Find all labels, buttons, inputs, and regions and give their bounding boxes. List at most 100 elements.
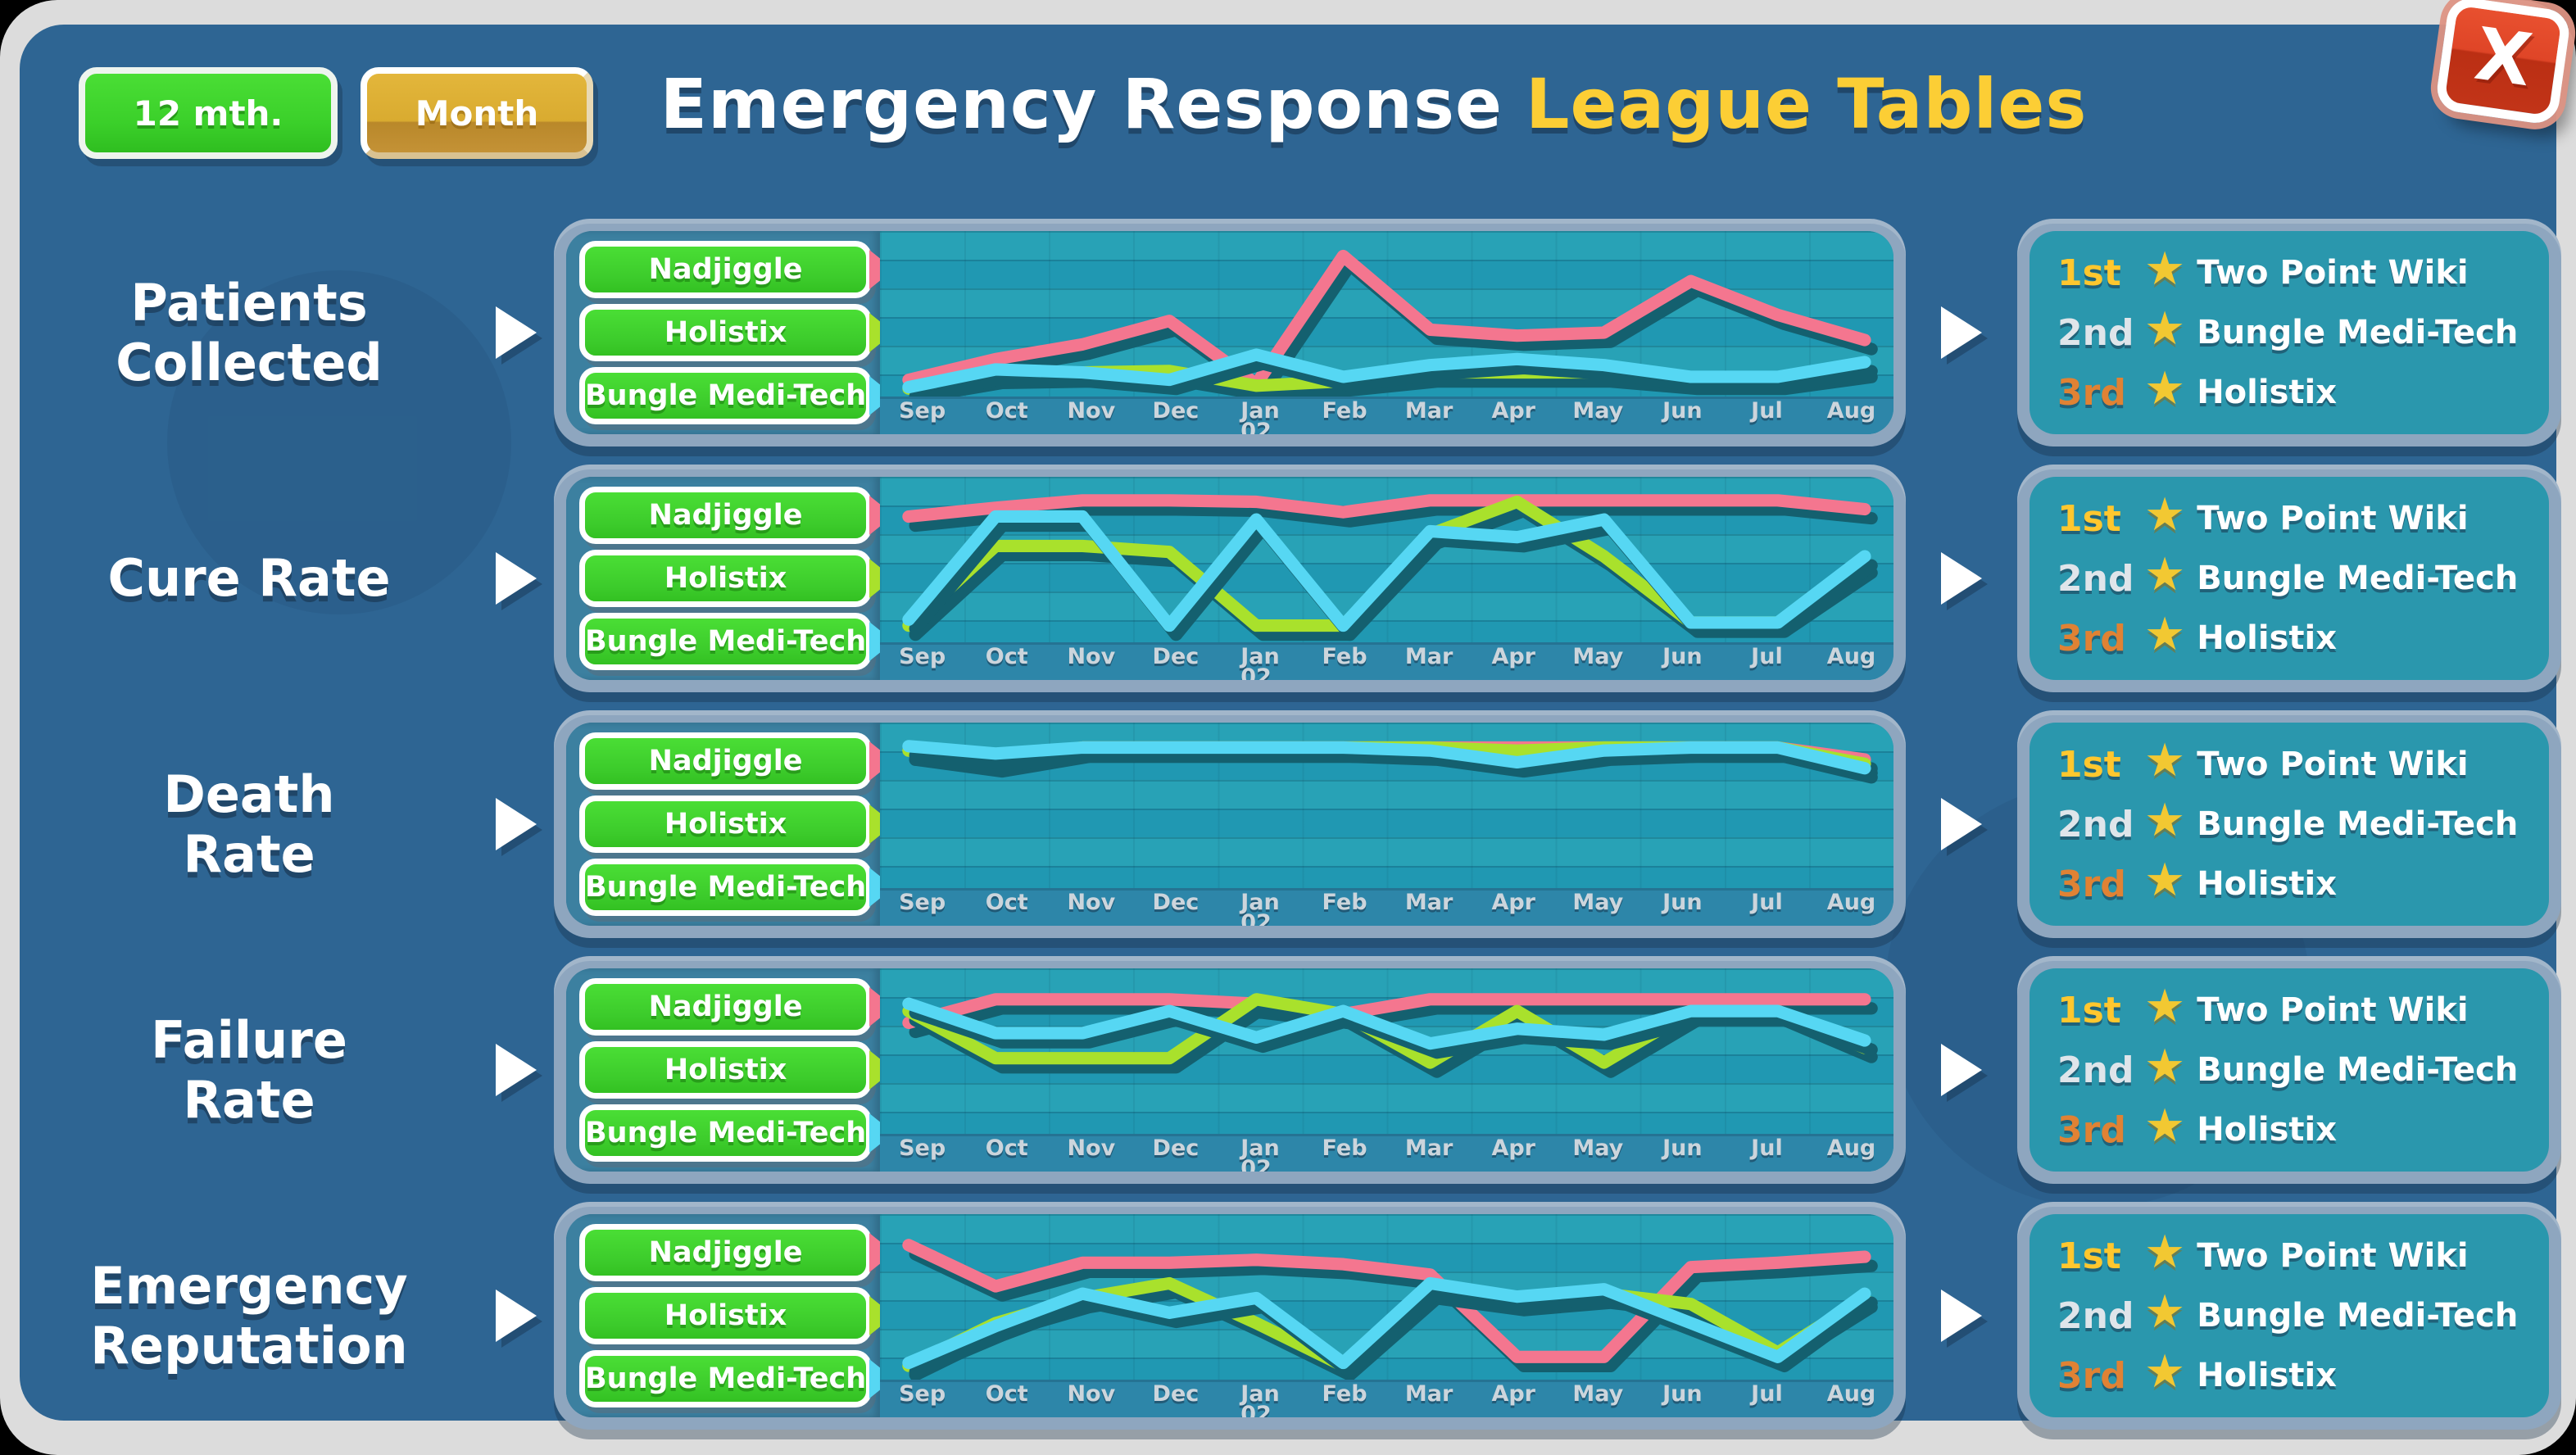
month-tick-label: Jun	[1662, 398, 1703, 424]
rank-position: 1st	[2057, 252, 2121, 294]
series-line-nadjiggle	[902, 993, 1871, 1030]
team-filter-button[interactable]: Nadjiggle	[579, 1224, 895, 1281]
chart-card: Nadjiggle Holistix Bungle Medi-Tech Sep Oct…	[554, 956, 1906, 1184]
star-icon: ★	[2144, 488, 2186, 542]
month-tick-label: Oct	[985, 644, 1028, 669]
team-filter-button[interactable]: Bungle Medi-Tech	[579, 1104, 895, 1162]
metric-row: Cure Rate Nadjiggle Holistix Bungle Medi-T…	[20, 456, 2561, 701]
league-table-inner: 1st ★ Two Point Wiki 2nd ★ Bungle Medi-Tech 3r…	[2030, 477, 2549, 680]
legend-column: Nadjiggle Holistix Bungle Medi-Tech	[566, 231, 895, 434]
series-line-bungle-medi-tech	[902, 510, 1871, 632]
legend-column: Nadjiggle Holistix Bungle Medi-Tech	[566, 723, 895, 926]
rank-row: 1st ★ Two Point Wiki	[2057, 984, 2549, 1033]
close-button[interactable]: X	[2433, 0, 2573, 126]
league-table-card: 1st ★ Two Point Wiki 2nd ★ Bungle Medi-Tech 3r…	[2017, 465, 2561, 692]
rank-row: 3rd ★ Holistix	[2057, 366, 2549, 415]
rank-row: 2nd ★ Bungle Medi-Tech	[2057, 798, 2549, 847]
team-filter-button[interactable]: Holistix	[579, 304, 895, 361]
rank-row: 3rd ★ Holistix	[2057, 612, 2549, 661]
line-chart	[902, 740, 1878, 784]
month-axis: Sep Oct Nov Dec Jan 02 Feb Mar Apr May Jun Jul Aug	[880, 888, 1893, 926]
rank-position: 3rd	[2057, 371, 2126, 414]
team-name-label: Holistix	[664, 562, 787, 595]
rank-row: 1st ★ Two Point Wiki	[2057, 1230, 2549, 1279]
team-name-label: Bungle Medi-Tech	[585, 1362, 867, 1395]
star-icon: ★	[2144, 1345, 2186, 1398]
rank-row: 1st ★ Two Point Wiki	[2057, 492, 2549, 542]
period-month-button[interactable]: Month	[361, 67, 593, 159]
range-12mth-button[interactable]: 12 mth.	[79, 67, 338, 159]
star-icon: ★	[2144, 854, 2186, 907]
metric-label: Failure Rate	[151, 1009, 347, 1130]
team-filter-button[interactable]: Bungle Medi-Tech	[579, 613, 895, 670]
title-accent: League Tables	[1525, 64, 2088, 144]
team-filter-button[interactable]: Holistix	[579, 1041, 895, 1099]
month-tick-label: Nov	[1067, 1381, 1116, 1407]
team-filter-button[interactable]: Holistix	[579, 1287, 895, 1344]
month-tick-label: Sep	[899, 1381, 946, 1407]
league-table-card: 1st ★ Two Point Wiki 2nd ★ Bungle Medi-Tech 3r…	[2017, 956, 2561, 1184]
rank-team-name: Bungle Medi-Tech	[2197, 805, 2519, 843]
month-tick-label: Dec	[1152, 1381, 1200, 1407]
rank-team-name: Bungle Medi-Tech	[2197, 560, 2519, 597]
month-tick-label: Dec	[1152, 644, 1200, 669]
chart-inner: Nadjiggle Holistix Bungle Medi-Tech Sep Oct…	[566, 723, 1893, 926]
series-line-shadow	[909, 519, 1878, 641]
line-chart	[902, 993, 1878, 1078]
team-filter-button[interactable]: Nadjiggle	[579, 241, 895, 298]
arrow-right-icon	[1941, 552, 1982, 605]
chart-inner: Nadjiggle Holistix Bungle Medi-Tech Sep Oct…	[566, 1214, 1893, 1417]
rank-position: 3rd	[2057, 617, 2126, 660]
arrow-right-icon	[496, 798, 537, 850]
arrow-right-icon	[1941, 798, 1982, 850]
month-tick-label: Apr	[1491, 644, 1535, 669]
range-button-label: 12 mth.	[133, 93, 283, 134]
arrow-right-icon	[1941, 1290, 1982, 1342]
month-tick-label: Mar	[1404, 398, 1454, 424]
metric-rows: Patients Collected Nadjiggle Holistix Bungl…	[20, 210, 2561, 1439]
page-title: Emergency Response League Tables	[660, 64, 2088, 144]
dialog-panel: 12 mth. Month Emergency Response League T…	[20, 25, 2561, 1430]
series-line-shadow	[909, 1248, 1878, 1373]
star-icon: ★	[2144, 1285, 2186, 1339]
month-tick-label: May	[1572, 644, 1624, 669]
month-tick-label: Sep	[899, 1135, 946, 1161]
league-table-card: 1st ★ Two Point Wiki 2nd ★ Bungle Medi-Tech 3r…	[2017, 219, 2561, 446]
month-tick-label: Nov	[1067, 398, 1116, 424]
series-line-bungle-medi-tech	[902, 997, 1871, 1050]
metric-label: Death Rate	[163, 764, 335, 884]
team-filter-button[interactable]: Nadjiggle	[579, 732, 895, 790]
team-filter-button[interactable]: Nadjiggle	[579, 978, 895, 1036]
month-tick-label: Jul	[1751, 398, 1783, 424]
rank-row: 2nd ★ Bungle Medi-Tech	[2057, 552, 2549, 601]
arrow-cell	[1906, 552, 2017, 605]
rank-position: 1st	[2057, 1235, 2121, 1277]
month-axis: Sep Oct Nov Dec Jan 02 Feb Mar Apr May Jun Jul Aug	[880, 1380, 1893, 1417]
team-name-label: Holistix	[664, 1299, 787, 1332]
league-table-inner: 1st ★ Two Point Wiki 2nd ★ Bungle Medi-Tech 3r…	[2030, 723, 2549, 926]
month-tick-label: Aug	[1826, 1381, 1876, 1407]
team-filter-button[interactable]: Holistix	[579, 550, 895, 607]
team-name-label: Nadjiggle	[648, 1236, 803, 1269]
series-line-shadow	[909, 357, 1878, 397]
plot-area: Sep Oct Nov Dec Jan 02 Feb Mar Apr May Jun Jul Aug	[880, 723, 1893, 926]
rank-position: 2nd	[2057, 803, 2134, 845]
month-tick-label: Mar	[1404, 1381, 1454, 1407]
team-filter-button[interactable]: Bungle Medi-Tech	[579, 1350, 895, 1407]
month-tick-label: Aug	[1826, 1135, 1876, 1161]
team-filter-button[interactable]: Bungle Medi-Tech	[579, 367, 895, 424]
month-tick-label: May	[1572, 890, 1624, 915]
chart-inner: Nadjiggle Holistix Bungle Medi-Tech Sep Oct…	[566, 231, 1893, 434]
arrow-right-icon	[496, 552, 537, 605]
rank-team-name: Holistix	[2197, 1111, 2338, 1149]
series-line-bungle-medi-tech	[902, 348, 1871, 394]
team-filter-button[interactable]: Bungle Medi-Tech	[579, 859, 895, 916]
header: 12 mth. Month Emergency Response League T…	[20, 25, 2556, 205]
month-tick-label: Oct	[985, 398, 1028, 424]
team-filter-button[interactable]: Holistix	[579, 795, 895, 853]
line-chart	[902, 494, 1878, 641]
rank-position: 1st	[2057, 989, 2121, 1031]
team-filter-button[interactable]: Nadjiggle	[579, 487, 895, 544]
rank-position: 2nd	[2057, 1294, 2134, 1337]
month-tick-label: Apr	[1491, 1135, 1535, 1161]
